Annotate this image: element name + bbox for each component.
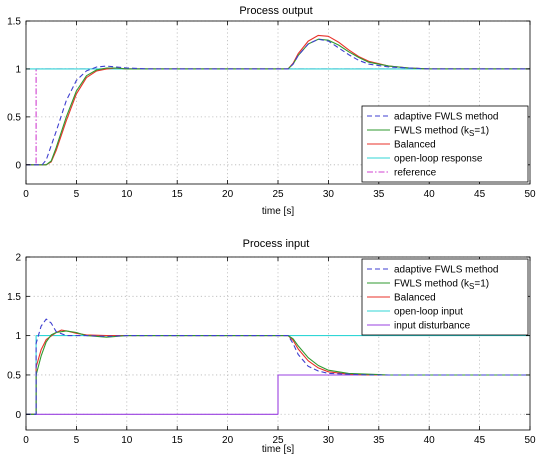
x-tick-label: 25 — [272, 189, 284, 200]
process-output-title: Process output — [239, 5, 312, 17]
x-tick-label: 50 — [524, 435, 536, 446]
series-line-fwls-method-k — [26, 38, 530, 166]
x-tick-label: 10 — [121, 189, 133, 200]
legend-entry: adaptive FWLS method — [394, 265, 499, 276]
process-output-series — [26, 34, 530, 166]
process-input-panel: Process input 0 5 10 15 20 25 30 35 40 45 50 0 0.5 1 1… — [7, 238, 536, 455]
y-tick-label: 1.5 — [7, 17, 21, 28]
legend-entry: adaptive FWLS method — [394, 112, 499, 123]
y-tick-label: 1.5 — [7, 292, 21, 303]
x-tick-label: 20 — [222, 189, 234, 200]
legend-entry: Balanced — [394, 293, 436, 304]
legend-entry: open-loop response — [394, 154, 483, 165]
series-line-fwls-method-k — [26, 330, 530, 415]
y-tick-label: 1 — [15, 64, 21, 75]
process-input-title: Process input — [243, 238, 310, 250]
x-tick-label: 50 — [524, 189, 536, 200]
process-input-xlabel: time [s] — [262, 444, 294, 455]
x-tick-label: 45 — [474, 189, 486, 200]
y-tick-label: 1 — [15, 331, 21, 342]
legend-entry: reference — [394, 168, 437, 179]
process-output-ticks: 0 5 10 15 20 25 30 35 40 45 50 0 0.5 1 1.5 — [7, 17, 536, 201]
y-tick-label: 0.5 — [7, 370, 21, 381]
x-tick-label: 10 — [121, 435, 133, 446]
y-tick-label: 2 — [15, 253, 21, 264]
legend-entry: open-loop input — [394, 307, 463, 318]
legend-entry: input disturbance — [394, 321, 471, 332]
process-output-panel: Process output 0 5 10 15 20 25 30 35 40 45 50 0 0.5 1… — [7, 5, 536, 217]
x-tick-label: 20 — [222, 435, 234, 446]
x-tick-label: 40 — [424, 189, 436, 200]
legend-entry: FWLS method (kS=1) — [394, 279, 489, 292]
legend-entry: FWLS method (kS=1) — [394, 126, 489, 139]
process-input-legend: adaptive FWLS method FWLS method (kS=1)Ba… — [361, 258, 529, 336]
series-line-adaptive-fwls-method — [26, 38, 530, 166]
x-tick-label: 0 — [23, 435, 29, 446]
legend-entry: Balanced — [394, 140, 436, 151]
y-tick-label: 0 — [15, 410, 21, 421]
process-input-series — [26, 318, 530, 415]
x-tick-label: 5 — [74, 189, 80, 200]
x-tick-label: 15 — [172, 189, 184, 200]
x-tick-label: 30 — [323, 435, 335, 446]
x-tick-label: 35 — [373, 435, 385, 446]
process-input-ticks: 0 5 10 15 20 25 30 35 40 45 50 0 0.5 1 1.5 2 — [7, 253, 536, 447]
x-tick-label: 45 — [474, 435, 486, 446]
series-line-input-disturbance — [26, 374, 530, 415]
x-tick-label: 30 — [323, 189, 335, 200]
x-tick-label: 0 — [23, 189, 29, 200]
process-output-xlabel: time [s] — [262, 206, 294, 217]
x-tick-label: 15 — [172, 435, 184, 446]
x-tick-label: 25 — [272, 435, 284, 446]
series-line-adaptive-fwls-method — [26, 318, 530, 415]
x-tick-label: 40 — [424, 435, 436, 446]
process-output-legend: adaptive FWLS method FWLS method (kS=1)Ba… — [361, 105, 529, 183]
y-tick-label: 0 — [15, 160, 21, 171]
y-tick-label: 0.5 — [7, 112, 21, 123]
x-tick-label: 35 — [373, 189, 385, 200]
x-tick-label: 5 — [74, 435, 80, 446]
